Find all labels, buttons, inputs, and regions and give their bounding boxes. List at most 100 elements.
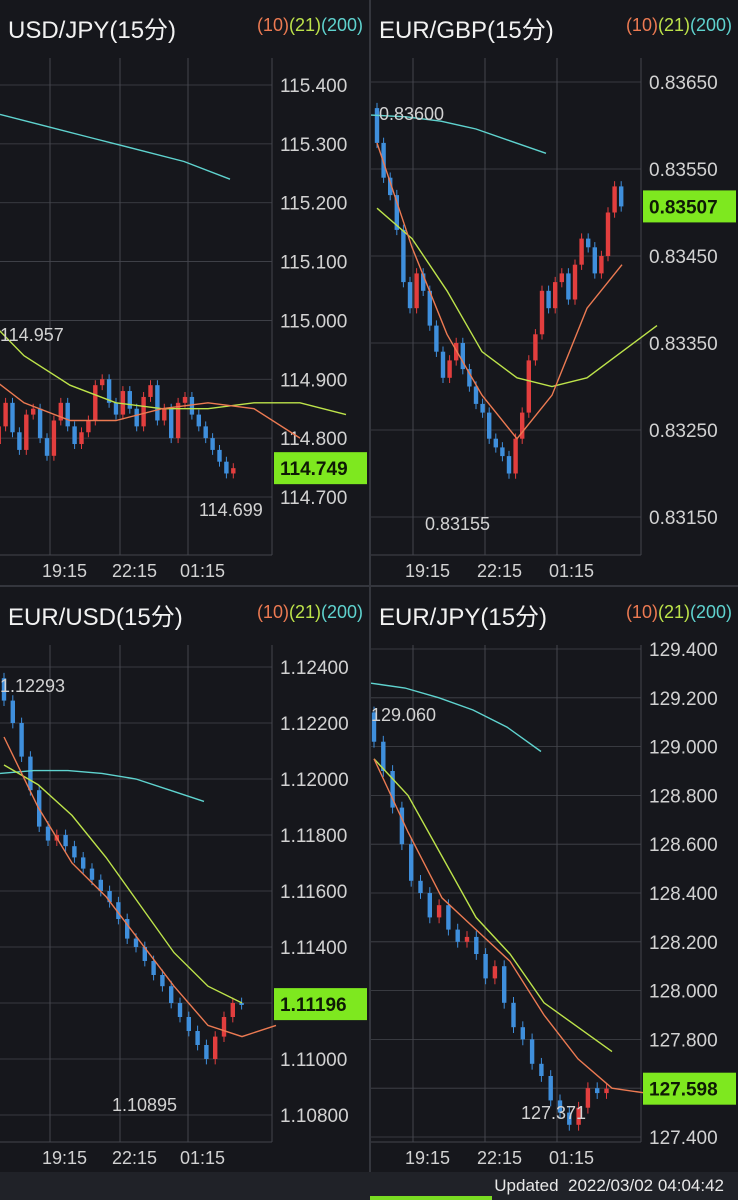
- candle: [195, 1031, 200, 1045]
- status-bar: Updated 2022/03/02 04:04:42: [0, 1172, 738, 1200]
- low-label: 0.83155: [425, 514, 490, 534]
- candle: [548, 1076, 553, 1101]
- x-tick-label: 01:15: [180, 1148, 225, 1168]
- x-tick-label: 22:15: [112, 1148, 157, 1168]
- candle: [566, 273, 571, 300]
- candle: [579, 238, 584, 265]
- candle: [72, 846, 77, 858]
- current-price-tag: [643, 190, 736, 223]
- candle: [58, 402, 63, 421]
- candle: [148, 385, 153, 397]
- candle: [559, 273, 564, 283]
- candle: [169, 986, 174, 1003]
- updated-timestamp: Updated 2022/03/02 04:04:42: [494, 1176, 724, 1196]
- legend-ma21: (21): [657, 15, 690, 35]
- low-label: 114.699: [199, 500, 263, 520]
- candlestick-chart: 19:15 22:15 01:15 115.400 115.300 115.200 115.…: [0, 58, 367, 581]
- high-label: 129.060: [371, 705, 436, 725]
- ma21-line: [3, 764, 243, 1004]
- current-price-tag: [274, 452, 367, 485]
- candle: [141, 396, 146, 427]
- y-tick-label: 129.000: [649, 738, 718, 759]
- candle: [592, 247, 597, 274]
- candle: [586, 238, 591, 248]
- candle: [93, 385, 98, 421]
- chart-title: EUR/USD(15分): [8, 604, 183, 631]
- x-tick-label: 19:15: [42, 1148, 87, 1168]
- candle: [407, 282, 413, 309]
- candle: [210, 438, 215, 450]
- candle: [427, 290, 432, 326]
- candle: [394, 195, 399, 230]
- y-tick-label: 128.800: [649, 786, 718, 807]
- y-tick-label: 128.400: [649, 884, 718, 905]
- y-tick-label: 127.400: [649, 1128, 718, 1149]
- candle: [142, 947, 147, 961]
- ma10-line: [376, 142, 623, 440]
- candle: [427, 893, 432, 918]
- candle: [65, 402, 70, 427]
- candle: [595, 1088, 600, 1094]
- legend-ma10: (10): [625, 602, 658, 622]
- y-tick-label: 115.100: [280, 253, 347, 274]
- updated-label: Updated: [494, 1176, 559, 1195]
- chart-panel-eurusd[interactable]: EUR/USD(15分) (10)(21)(200) 19:15 22:15 01:…: [0, 587, 369, 1172]
- candle: [539, 1063, 544, 1076]
- candle: [127, 391, 132, 409]
- legend-ma21: (21): [288, 15, 321, 35]
- y-tick-label: 129.400: [649, 640, 718, 661]
- candle: [31, 408, 36, 415]
- candle: [529, 1039, 535, 1064]
- candle: [134, 408, 139, 427]
- x-tick-label: 22:15: [112, 561, 157, 581]
- ma10-line: [0, 383, 301, 439]
- candle: [203, 426, 208, 439]
- candle: [436, 905, 442, 918]
- current-price-tag: [274, 988, 367, 1021]
- candle: [487, 412, 492, 439]
- y-tick-label: 128.000: [649, 982, 718, 1003]
- candle: [473, 386, 479, 404]
- candle: [177, 1003, 183, 1017]
- chart-panel-eurjpy[interactable]: EUR/JPY(15分) (10)(21)(200) 19:15 22:15 01:…: [370, 587, 738, 1172]
- column-divider: [369, 0, 371, 1172]
- candle: [151, 961, 156, 975]
- candle: [421, 273, 426, 291]
- candle: [418, 880, 423, 893]
- candle: [231, 468, 236, 474]
- candle: [480, 403, 485, 413]
- x-tick-label: 19:15: [42, 561, 87, 581]
- legend-ma21: (21): [657, 602, 690, 622]
- y-tick-label: 1.12200: [280, 714, 349, 735]
- candle: [526, 360, 531, 413]
- candle: [3, 402, 8, 427]
- y-tick-label: 127.800: [649, 1030, 718, 1051]
- candle: [217, 449, 222, 462]
- y-tick-label: 128.600: [649, 835, 718, 856]
- candle: [371, 712, 377, 742]
- chart-panel-usdjpy[interactable]: USD/JPY(15分) (10)(21)(200) 19:15 22:15 01:…: [0, 0, 369, 585]
- candle: [455, 929, 460, 942]
- x-tick-label: 01:15: [549, 561, 594, 581]
- legend-ma200: (200): [320, 15, 363, 35]
- candle: [493, 438, 498, 448]
- candle: [604, 1088, 609, 1094]
- candle: [513, 438, 518, 474]
- candlestick-chart: 19:15 22:15 01:15 0.83650 0.83550 0.83450 0.83…: [370, 58, 736, 581]
- candle: [414, 273, 419, 309]
- ma200-line: [370, 682, 542, 753]
- candle: [520, 1027, 525, 1040]
- candle: [388, 177, 393, 196]
- current-price-tag: [643, 1072, 736, 1105]
- ma200-line: [370, 114, 547, 154]
- candle: [605, 212, 611, 256]
- candle: [45, 826, 51, 841]
- legend-ma10: (10): [256, 15, 289, 35]
- chart-panel-eurgbp[interactable]: EUR/GBP(15分) (10)(21)(200) 19:15 22:15 01:…: [370, 0, 738, 585]
- y-tick-label: 114.800: [280, 429, 347, 450]
- candle: [79, 432, 84, 445]
- timestamp: 2022/03/02 04:04:42: [568, 1176, 724, 1195]
- current-price-label: 1.11196: [280, 995, 347, 1016]
- candle: [100, 379, 105, 386]
- candle: [155, 385, 160, 421]
